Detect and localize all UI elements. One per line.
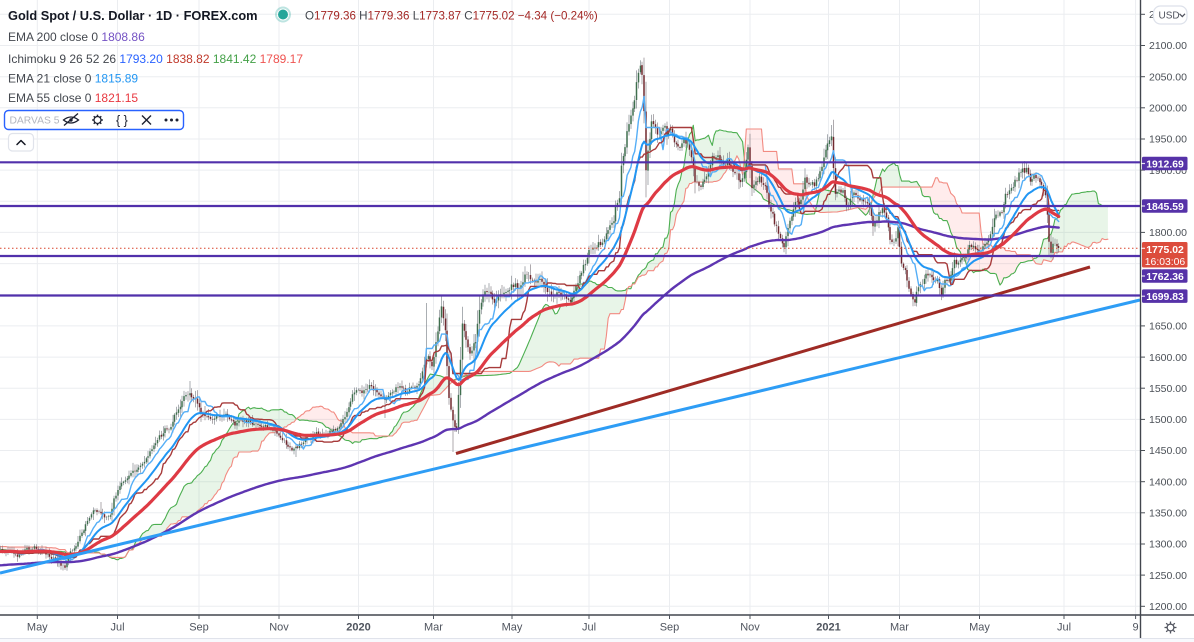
svg-text:1762.36: 1762.36 <box>1146 272 1184 283</box>
svg-text:Jul: Jul <box>582 622 596 634</box>
svg-text:Jul: Jul <box>1057 622 1071 634</box>
svg-text:O1779.36 H1779.36 L1773.87 C17: O1779.36 H1779.36 L1773.87 C1775.02 −4.3… <box>305 10 598 23</box>
svg-text:Jul: Jul <box>110 622 124 634</box>
svg-text:EMA 200 close 0 1808.86: EMA 200 close 0 1808.86 <box>8 30 145 44</box>
svg-text:1550.00: 1550.00 <box>1149 383 1187 395</box>
svg-text:2000.00: 2000.00 <box>1149 103 1187 115</box>
svg-text:DARVAS 5: DARVAS 5 <box>10 116 60 127</box>
svg-text:May: May <box>27 622 48 634</box>
svg-text:Mar: Mar <box>424 622 443 634</box>
svg-text:2020: 2020 <box>346 622 370 634</box>
svg-text:Gold Spot / U.S. Dollar · 1D ·: Gold Spot / U.S. Dollar · 1D · FOREX.com <box>8 8 258 23</box>
svg-text:1699.83: 1699.83 <box>1146 292 1184 303</box>
svg-text:1200.00: 1200.00 <box>1149 601 1187 613</box>
svg-text:1650.00: 1650.00 <box>1149 321 1187 333</box>
svg-text:9: 9 <box>1133 622 1139 634</box>
svg-text:2021: 2021 <box>816 622 840 634</box>
svg-text:Ichimoku 9 26 52 26 1793.20 1: Ichimoku 9 26 52 26 1793.20 1838.82 1841… <box>8 52 303 66</box>
svg-text:May: May <box>969 622 990 634</box>
svg-text:1800.00: 1800.00 <box>1149 227 1187 239</box>
svg-text:1300.00: 1300.00 <box>1149 539 1187 551</box>
svg-text:16:03:06: 16:03:06 <box>1145 257 1186 268</box>
svg-text:1400.00: 1400.00 <box>1149 476 1187 488</box>
svg-text:Sep: Sep <box>660 622 680 634</box>
svg-text:1600.00: 1600.00 <box>1149 352 1187 364</box>
svg-text:1912.69: 1912.69 <box>1146 159 1184 170</box>
svg-text:1450.00: 1450.00 <box>1149 445 1187 457</box>
svg-text:1350.00: 1350.00 <box>1149 508 1187 520</box>
svg-text:EMA 21 close 0 1815.89: EMA 21 close 0 1815.89 <box>8 72 138 86</box>
svg-text:Nov: Nov <box>740 622 760 634</box>
svg-text:2100.00: 2100.00 <box>1149 40 1187 52</box>
svg-text:USD: USD <box>1159 10 1180 21</box>
svg-text:{ }: { } <box>116 114 128 128</box>
svg-text:1950.00: 1950.00 <box>1149 134 1187 146</box>
svg-text:2050.00: 2050.00 <box>1149 71 1187 83</box>
svg-text:1845.59: 1845.59 <box>1146 202 1184 213</box>
svg-text:Sep: Sep <box>189 622 209 634</box>
svg-text:Mar: Mar <box>890 622 909 634</box>
svg-text:1250.00: 1250.00 <box>1149 570 1187 582</box>
svg-text:Nov: Nov <box>269 622 289 634</box>
svg-text:EMA 55 close 0 1821.15: EMA 55 close 0 1821.15 <box>8 91 138 105</box>
svg-text:1500.00: 1500.00 <box>1149 414 1187 426</box>
svg-text:May: May <box>502 622 523 634</box>
svg-text:1775.02: 1775.02 <box>1146 245 1184 256</box>
